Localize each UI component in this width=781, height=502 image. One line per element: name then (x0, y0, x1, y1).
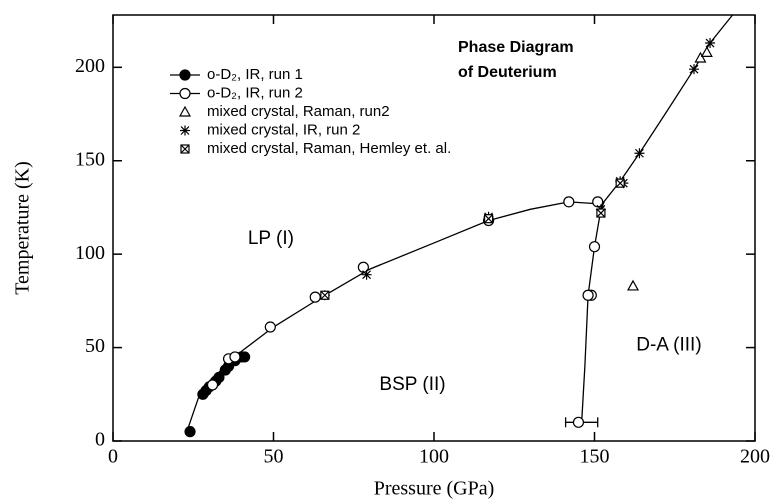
legend-marker (179, 87, 191, 100)
legend-marker (180, 125, 190, 136)
marker (596, 208, 606, 218)
marker-shape (689, 64, 700, 75)
marker-shape (627, 279, 640, 291)
marker-shape (596, 208, 606, 218)
marker (615, 178, 625, 188)
marker (213, 371, 225, 384)
marker-shape (361, 269, 372, 280)
marker-shape (572, 416, 585, 428)
marker (361, 269, 372, 280)
marker (309, 291, 321, 303)
marker (694, 51, 707, 63)
marker-shape (180, 125, 190, 136)
legend-label: mixed crystal, IR, run 2 (207, 121, 360, 138)
marker (627, 279, 640, 291)
marker (700, 46, 713, 57)
y-tick-label: 50 (85, 335, 105, 357)
marker-shape (309, 291, 321, 303)
x-tick-label: 200 (740, 446, 770, 468)
marker-shape (206, 379, 219, 391)
marker-shape (634, 148, 645, 159)
marker-shape (705, 38, 716, 49)
legend-marker (178, 105, 192, 117)
legend-label: mixed crystal, Raman, Hemley et. al. (207, 140, 451, 157)
marker-shape (179, 87, 191, 100)
y-tick-label: 150 (75, 148, 105, 170)
y-tick-label: 100 (75, 242, 105, 264)
y-tick-label: 0 (95, 429, 105, 451)
marker-shape (694, 51, 707, 63)
marker-shape (179, 69, 191, 81)
marker-shape (588, 241, 601, 253)
marker-shape (700, 46, 713, 57)
marker (689, 64, 700, 75)
x-tick-label: 0 (108, 446, 118, 468)
marker-shape (239, 351, 251, 363)
marker-shape (484, 214, 493, 224)
marker (705, 38, 716, 49)
legend-label: o-D₂, IR, run 2 (207, 84, 303, 101)
marker (588, 241, 601, 253)
x-axis-label: Pressure (GPa) (374, 478, 495, 500)
phase-boundary (581, 201, 605, 423)
legend-label: mixed crystal, Raman, run2 (207, 103, 390, 120)
marker (320, 290, 330, 300)
marker (634, 148, 645, 159)
marker (206, 379, 219, 391)
marker-shape (184, 426, 196, 438)
marker-shape (213, 371, 225, 384)
region-label: D-A (III) (636, 335, 701, 356)
marker (239, 351, 251, 363)
legend-marker (179, 69, 191, 81)
legend-label: o-D₂, IR, run 1 (207, 66, 303, 83)
marker-shape (229, 351, 241, 363)
marker (572, 416, 585, 428)
marker (483, 214, 494, 224)
marker-shape (264, 321, 276, 333)
marker (264, 321, 276, 333)
region-label: BSP (II) (379, 374, 445, 395)
marker-shape (320, 290, 330, 300)
marker-shape (180, 144, 190, 154)
marker-shape (178, 105, 192, 117)
marker (582, 289, 594, 301)
chart-title: Phase Diagram (458, 39, 574, 56)
marker-shape (582, 289, 594, 301)
x-tick-label: 50 (264, 446, 284, 468)
marker (229, 351, 241, 363)
y-tick-label: 200 (75, 55, 105, 77)
marker-shape (615, 178, 625, 188)
y-axis-label: Temperature (K) (12, 161, 34, 295)
x-tick-label: 100 (419, 446, 449, 468)
marker (563, 196, 575, 208)
marker-shape (563, 196, 575, 208)
marker (184, 426, 196, 438)
x-tick-label: 150 (580, 446, 610, 468)
legend-marker (180, 144, 190, 154)
region-label: LP (I) (248, 228, 294, 249)
chart-title: of Deuterium (458, 64, 557, 81)
